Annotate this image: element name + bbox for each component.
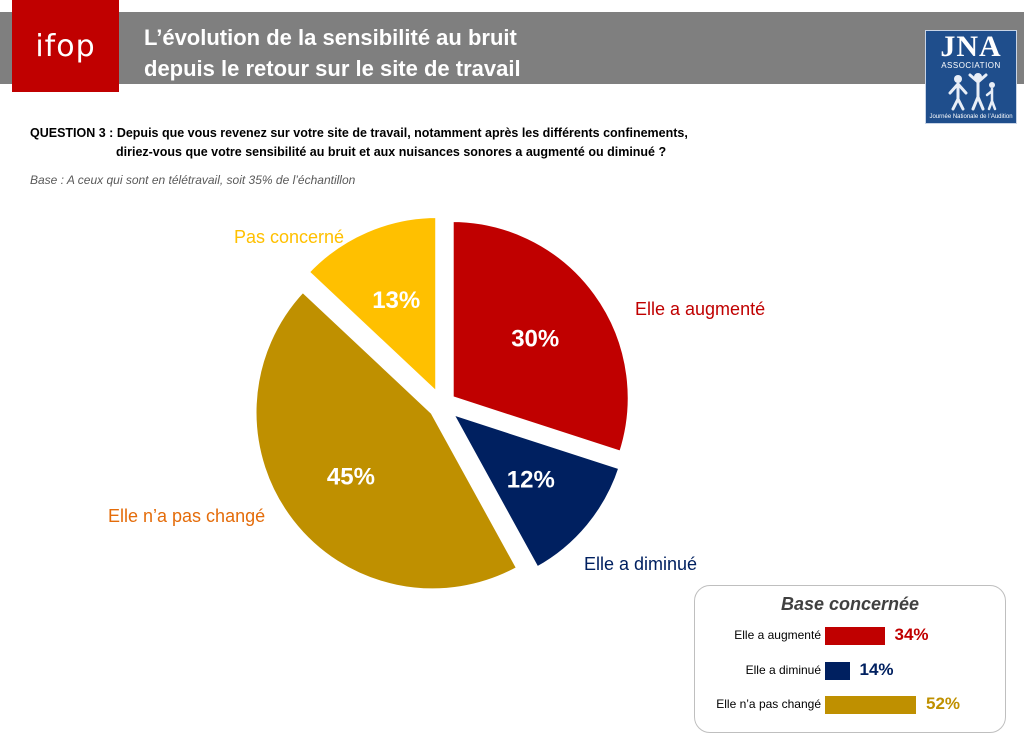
pie-label-pas-concerne: Pas concerné [234, 227, 344, 247]
base-row-pas-change: Elle n’a pas changé 52% [695, 694, 1005, 716]
base-value-diminue: 14% [859, 660, 894, 679]
ifop-logo: ifop [12, 0, 119, 92]
base-row-label: Elle a diminué [745, 663, 821, 677]
ifop-logo-text: ifop [35, 28, 96, 64]
base-row-label: Elle a augmenté [734, 628, 821, 642]
question-line-2: diriez-vous que votre sensibilité au bru… [116, 145, 667, 159]
pie-value-pas-change: 45% [327, 464, 375, 491]
page-title: L’évolution de la sensibilité au bruit d… [144, 22, 521, 84]
base-value-augmente: 34% [894, 625, 929, 644]
base-note: Base : A ceux qui sont en télétravail, s… [30, 173, 356, 187]
pie-value-augmente: 30% [511, 325, 559, 352]
pie-value-pas-concerne: 13% [372, 287, 420, 314]
base-row-diminue: Elle a diminué 14% [695, 660, 1005, 682]
base-bar-diminue [825, 662, 850, 680]
title-line-2: depuis le retour sur le site de travail [144, 56, 521, 81]
title-line-1: L’évolution de la sensibilité au bruit [144, 25, 517, 50]
base-row-augmente: Elle a augmenté 34% [695, 625, 1005, 647]
pie-slice-pas-concerne [304, 213, 440, 399]
jna-logo: JNA ASSOCIATION Journée Nationale de l’A… [925, 30, 1017, 124]
base-row-label: Elle n’a pas changé [716, 697, 821, 711]
pie-slice-augmente [449, 217, 632, 456]
base-concernee-title: Base concernée [780, 594, 920, 614]
base-value-pas-change: 52% [926, 694, 961, 713]
jna-logo-letters: JNA [940, 30, 1002, 63]
pie-value-diminue: 12% [507, 466, 555, 493]
header-bar [0, 12, 1024, 84]
people-icon [948, 73, 997, 111]
base-concernee-box: Base concernée Elle a augmenté 34% Elle a … [694, 585, 1006, 733]
base-bar-pas-change [825, 696, 916, 714]
pie-label-diminue: Elle a diminué [584, 554, 697, 574]
base-bar-augmente [825, 627, 885, 645]
pie-label-augmente: Elle a augmenté [635, 299, 765, 319]
pie-slice-pas-change [252, 287, 521, 593]
jna-logo-caption: Journée Nationale de l’Audition [929, 114, 1013, 120]
jna-logo-subtitle: ASSOCIATION [941, 61, 1001, 70]
question-text: QUESTION 3 : Depuis que vous revenez sur… [30, 124, 688, 162]
pie-label-pas-change: Elle n’a pas changé [108, 506, 265, 526]
question-line-1: QUESTION 3 : Depuis que vous revenez sur… [30, 126, 688, 140]
pie-slice-diminue [447, 409, 624, 572]
